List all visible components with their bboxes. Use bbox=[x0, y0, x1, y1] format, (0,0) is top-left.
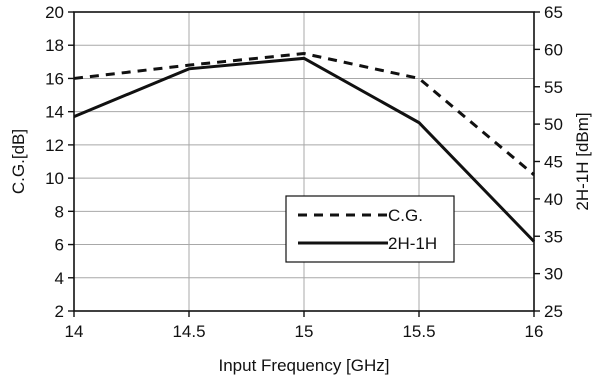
y-right-tick-label: 55 bbox=[544, 78, 563, 97]
y-right-tick-label: 35 bbox=[544, 227, 563, 246]
legend-label-cg: C.G. bbox=[388, 206, 423, 225]
y-right-tick-label: 65 bbox=[544, 3, 563, 22]
y-left-tick-label: 12 bbox=[45, 136, 64, 155]
legend-box bbox=[285, 195, 455, 263]
y-axis-left-label: C.G.[dB] bbox=[9, 129, 28, 194]
legend: C.G. 2H-1H bbox=[285, 195, 455, 263]
y-left-tick-label: 20 bbox=[45, 3, 64, 22]
tick-marks-and-labels: 14 14.5 15 15.5 16 2 4 6 8 10 12 14 16 18 20 25 30 35 40 45… bbox=[45, 3, 563, 341]
y-left-tick-label: 4 bbox=[55, 269, 64, 288]
series-line-2h-1h bbox=[73, 56, 536, 243]
y-right-tick-label: 30 bbox=[544, 265, 563, 284]
series-line-cg bbox=[73, 52, 535, 176]
x-tick-label: 15 bbox=[295, 322, 314, 341]
series-lines bbox=[73, 52, 536, 243]
y-left-tick-label: 16 bbox=[45, 69, 64, 88]
y-axis-right-label: 2H-1H [dBm] bbox=[573, 112, 592, 210]
y-right-tick-label: 60 bbox=[544, 40, 563, 59]
x-tick-label: 14 bbox=[65, 322, 84, 341]
x-tick-label: 14.5 bbox=[172, 322, 205, 341]
y-right-tick-label: 25 bbox=[544, 302, 563, 321]
y-left-tick-label: 18 bbox=[45, 36, 64, 55]
y-left-tick-label: 6 bbox=[55, 236, 64, 255]
y-left-tick-label: 2 bbox=[55, 302, 64, 321]
x-axis-label: Input Frequency [GHz] bbox=[218, 356, 389, 375]
legend-label-2h-1h: 2H-1H bbox=[388, 234, 437, 253]
y-right-tick-label: 40 bbox=[544, 190, 563, 209]
y-left-tick-label: 10 bbox=[45, 169, 64, 188]
x-tick-label: 16 bbox=[525, 322, 544, 341]
y-left-tick-label: 8 bbox=[55, 202, 64, 221]
y-right-tick-label: 45 bbox=[544, 153, 563, 172]
y-left-tick-label: 14 bbox=[45, 103, 64, 122]
x-tick-label: 15.5 bbox=[402, 322, 435, 341]
y-right-tick-label: 50 bbox=[544, 115, 563, 134]
